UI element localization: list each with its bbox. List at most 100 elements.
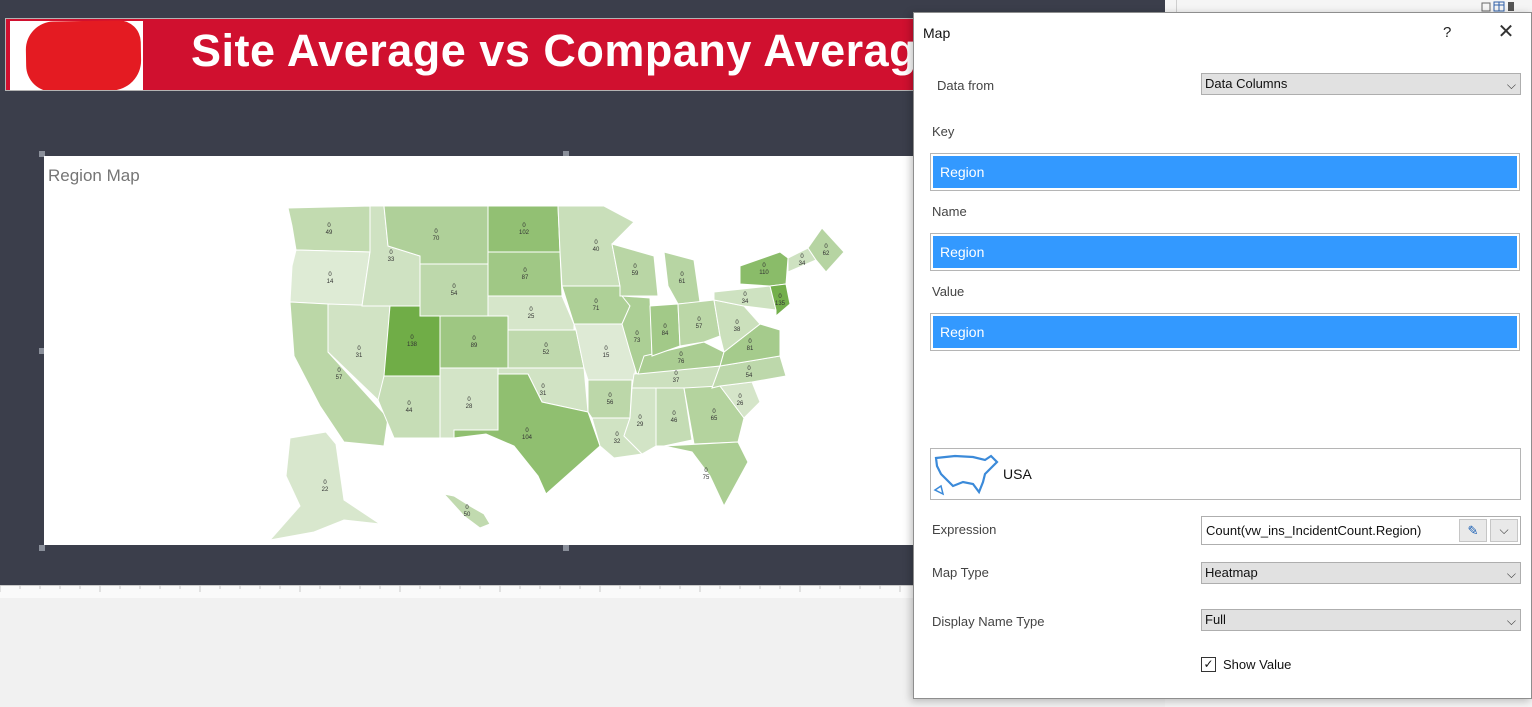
- state-value-label: 0 25: [528, 307, 535, 320]
- state-value-label: 0 50: [464, 505, 471, 518]
- usa-outline-icon: [933, 454, 999, 496]
- name-field[interactable]: Region: [930, 233, 1520, 271]
- data-from-value: Data Columns: [1205, 76, 1288, 91]
- value-label: Value: [932, 284, 965, 299]
- state-value-label: 0 31: [540, 384, 547, 397]
- state-value-label: 0 54: [746, 366, 753, 379]
- state-AZ[interactable]: [377, 375, 441, 439]
- data-from-select[interactable]: Data Columns ⌵: [1201, 73, 1521, 95]
- state-WY[interactable]: [419, 263, 489, 317]
- state-value-label: 0 75: [703, 468, 710, 481]
- state-OR[interactable]: [289, 249, 371, 307]
- map-name: USA: [1003, 466, 1032, 482]
- display-name-type-label: Display Name Type: [932, 614, 1045, 629]
- state-value-label: 0 14: [327, 272, 334, 285]
- state-value-label: 0 32: [614, 432, 621, 445]
- state-value-label: 0 76: [678, 352, 685, 365]
- state-value-label: 0 135: [775, 294, 786, 307]
- state-value-label: 0 54: [451, 284, 458, 297]
- state-HI[interactable]: [442, 493, 491, 529]
- name-label: Name: [932, 204, 967, 219]
- state-value-label: 0 38: [734, 320, 741, 333]
- display-name-type-select[interactable]: Full ⌵: [1201, 609, 1521, 631]
- state-PA[interactable]: [713, 285, 777, 311]
- state-AR[interactable]: [587, 379, 633, 419]
- state-ME[interactable]: [807, 227, 845, 273]
- state-value-label: 0 102: [519, 223, 530, 236]
- checkmark-icon: ✓: [1203, 657, 1214, 671]
- region-map-component[interactable]: Region Map: [44, 156, 920, 545]
- state-value-label: 0 49: [326, 223, 333, 236]
- chevron-down-icon: ⌵: [1506, 78, 1516, 92]
- usa-heatmap[interactable]: 0 49 0 14 0 57 0 31 0 33 0 70 0 54 0 138 0 44 0 89 0 28 0 102 0 8…: [44, 156, 920, 545]
- state-NJ[interactable]: [769, 283, 791, 318]
- key-field[interactable]: Region: [930, 153, 1520, 191]
- state-CO[interactable]: [439, 315, 509, 369]
- state-KS[interactable]: [507, 329, 585, 369]
- close-icon[interactable]: ✕: [1497, 21, 1515, 43]
- key-value: Region: [933, 156, 1517, 188]
- chevron-down-icon: ⌵: [1506, 614, 1516, 628]
- state-UT[interactable]: [383, 305, 441, 377]
- state-value-label: 0 29: [637, 415, 644, 428]
- state-NY[interactable]: [739, 251, 789, 287]
- state-value-label: 0 28: [466, 397, 473, 410]
- map-dialog[interactable]: Map ? ✕ Data from Data Columns ⌵ Key Reg…: [913, 12, 1532, 699]
- toolbar-mini-icons[interactable]: [1480, 0, 1532, 12]
- state-value-label: 0 138: [407, 335, 418, 348]
- state-WI[interactable]: [611, 243, 659, 297]
- resize-handle-top-left[interactable]: [39, 151, 45, 157]
- show-value-checkbox[interactable]: ✓: [1201, 657, 1216, 672]
- map-type-label: Map Type: [932, 565, 989, 580]
- state-value-label: 0 61: [679, 272, 686, 285]
- state-NM[interactable]: [439, 367, 499, 439]
- state-value-label: 0 57: [336, 368, 343, 381]
- key-label: Key: [932, 124, 955, 139]
- value-field[interactable]: Region: [930, 313, 1520, 351]
- state-value-label: 0 81: [747, 339, 754, 352]
- map-type-select[interactable]: Heatmap ⌵: [1201, 562, 1521, 584]
- expression-value: Count(vw_ins_IncidentCount.Region): [1206, 523, 1422, 538]
- map-selector[interactable]: USA: [930, 448, 1521, 500]
- banner-title: Site Average vs Company Average: [191, 25, 943, 76]
- state-value-label: 0 59: [632, 264, 639, 277]
- state-value-label: 0 65: [711, 409, 718, 422]
- right-panel-divider: [1176, 0, 1177, 12]
- state-OH[interactable]: [677, 299, 721, 347]
- state-ND[interactable]: [487, 205, 561, 253]
- report-title-banner[interactable]: Site Average vs Company Average: [5, 18, 965, 91]
- expression-field[interactable]: Count(vw_ins_IncidentCount.Region) ✎ ⌵: [1201, 516, 1521, 545]
- state-value-label: 0 110: [759, 263, 769, 276]
- state-SD[interactable]: [487, 251, 563, 297]
- state-value-label: 0 34: [742, 292, 749, 305]
- state-MI[interactable]: [663, 251, 701, 305]
- grid-icon[interactable]: [1480, 0, 1532, 12]
- chevron-down-icon: ⌵: [1506, 567, 1516, 581]
- state-value-label: 0 33: [388, 250, 395, 263]
- state-TX[interactable]: [453, 373, 601, 495]
- resize-handle-top-center[interactable]: [563, 151, 569, 157]
- resize-handle-bottom-left[interactable]: [39, 545, 45, 551]
- state-AK[interactable]: [268, 431, 381, 541]
- state-value-label: 0 57: [696, 317, 703, 330]
- horizontal-ruler: [0, 585, 920, 592]
- chevron-down-icon[interactable]: ⌵: [1490, 519, 1518, 542]
- state-value-label: 0 37: [673, 371, 680, 384]
- state-VA[interactable]: [719, 323, 781, 367]
- state-value-label: 0 31: [356, 346, 363, 359]
- state-FL[interactable]: [663, 441, 749, 508]
- expression-label: Expression: [932, 522, 997, 537]
- help-icon[interactable]: ?: [1443, 24, 1452, 41]
- pencil-icon[interactable]: ✎: [1459, 519, 1487, 542]
- state-value-label: 0 52: [543, 343, 550, 356]
- state-value-label: 0 15: [603, 346, 610, 359]
- display-name-type-value: Full: [1205, 612, 1226, 627]
- resize-handle-bottom-center[interactable]: [563, 545, 569, 551]
- state-value-label: 0 22: [322, 480, 329, 493]
- resize-handle-middle-left[interactable]: [39, 348, 45, 354]
- state-value-label: 0 73: [634, 331, 641, 344]
- state-value-label: 0 70: [433, 229, 440, 242]
- state-value-label: 0 87: [522, 268, 529, 281]
- state-value-label: 0 46: [671, 411, 678, 424]
- state-WA[interactable]: [287, 205, 371, 253]
